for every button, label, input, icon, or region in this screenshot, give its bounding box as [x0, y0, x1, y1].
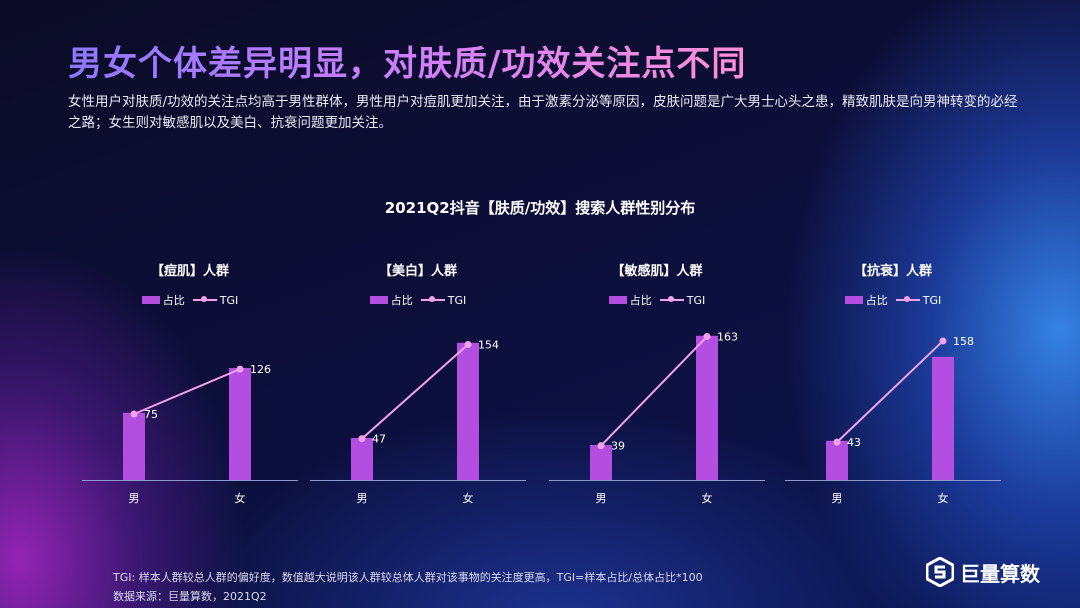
- legend: 占比 TGI: [82, 292, 298, 308]
- bar-female: [696, 335, 718, 480]
- panel-title: 【抗衰】人群: [853, 264, 932, 279]
- legend: 占比 TGI: [549, 292, 765, 308]
- chart-panel-whitening: 【美白】人群 占比 TGI 47 154 男 女: [310, 256, 526, 516]
- tgi-point-female: [236, 365, 244, 373]
- x-tick-label-female: 女: [702, 491, 713, 505]
- legend-line-swatch: [659, 296, 684, 302]
- tgi-line: [361, 343, 469, 440]
- legend-item-bar: 占比: [141, 292, 185, 308]
- logo-text: 巨量算数: [960, 561, 1040, 586]
- tgi-label-male: 47: [372, 433, 386, 446]
- x-tick-label-male: 男: [357, 492, 368, 505]
- legend-item-line: TGI: [192, 294, 238, 307]
- legend-item-line: TGI: [895, 294, 941, 307]
- tgi-note: TGI: 样本人群较总人群的偏好度，数值越大说明该人群较总体人群对该事物的关注度…: [113, 571, 703, 584]
- legend-item-bar: 占比: [844, 292, 888, 308]
- legend: 占比 TGI: [310, 292, 526, 308]
- tgi-point-female: [939, 337, 947, 345]
- legend-line-swatch: [895, 296, 920, 302]
- bar-male: [826, 440, 848, 480]
- legend-bar-swatch: [141, 296, 160, 304]
- x-tick-label-female: 女: [938, 491, 949, 505]
- bar-male: [123, 412, 145, 480]
- tgi-label-female: 158: [953, 335, 974, 348]
- legend-item-line: TGI: [420, 294, 466, 307]
- bar-male: [590, 445, 612, 480]
- panel-title: 【痘肌】人群: [150, 264, 229, 279]
- data-source: 数据来源：巨量算数，2021Q2: [113, 590, 267, 603]
- x-tick-label-male: 男: [596, 492, 607, 505]
- page-title: 男女个体差异明显，对肤质/功效关注点不同: [68, 36, 746, 85]
- bar-female: [229, 368, 251, 480]
- tgi-label-female: 163: [717, 331, 738, 344]
- bar-line-plot: 43 158 男 女: [785, 335, 1001, 505]
- footnote: TGI: 样本人群较总人群的偏好度，数值越大说明该人群较总体人群对该事物的关注度…: [113, 568, 703, 606]
- legend-item-bar: 占比: [369, 292, 413, 308]
- tgi-label-male: 75: [144, 408, 158, 421]
- bar-female: [457, 342, 479, 480]
- hexagon-s-logo-icon: [926, 557, 954, 587]
- tgi-point-female: [703, 333, 711, 341]
- bar-line-plot: 75 126 男 女: [82, 363, 298, 505]
- tgi-point-male: [597, 442, 605, 450]
- chart-panel-acne: 【痘肌】人群 占比 TGI 75 126 男 女: [82, 256, 298, 516]
- tgi-label-female: 154: [478, 338, 499, 351]
- x-tick-label-female: 女: [463, 491, 474, 505]
- page-description: 女性用户对肤质/功效的关注点均高于男性群体，男性用户对痘肌更加关注，由于激素分泌…: [68, 94, 1018, 131]
- chart-panel-sensitive: 【敏感肌】人群 占比 TGI 39 163 男 女: [549, 256, 765, 516]
- legend-item-bar: 占比: [608, 292, 652, 308]
- tgi-point-male: [833, 438, 841, 446]
- tgi-point-male: [130, 410, 138, 418]
- chart-panel-antiaging: 【抗衰】人群 占比 TGI 43 158 男 女: [785, 256, 1001, 516]
- bar-line-plot: 47 154 男 女: [310, 338, 526, 505]
- tgi-label-male: 39: [611, 440, 625, 453]
- tgi-point-female: [464, 340, 472, 348]
- panel-title: 【敏感肌】人群: [611, 264, 703, 279]
- legend-bar-swatch: [844, 296, 863, 304]
- panel-title: 【美白】人群: [378, 264, 457, 279]
- x-tick-label-male: 男: [129, 492, 140, 505]
- tgi-label-female: 126: [250, 363, 271, 376]
- tgi-line: [133, 368, 241, 415]
- tgi-line: [600, 335, 708, 447]
- tgi-line: [836, 340, 944, 443]
- bar-line-plot: 39 163 男 女: [549, 331, 765, 505]
- legend: 占比 TGI: [785, 292, 1001, 308]
- legend-line-swatch: [192, 296, 217, 302]
- brand-logo: 巨量算数: [926, 557, 1040, 587]
- legend-item-line: TGI: [659, 294, 705, 307]
- chart-title: 2021Q2抖音【肤质/功效】搜索人群性别分布: [384, 199, 696, 217]
- legend-bar-swatch: [369, 296, 388, 304]
- bar-male: [351, 438, 373, 480]
- tgi-point-male: [358, 435, 366, 443]
- x-tick-label-male: 男: [832, 492, 843, 505]
- x-tick-label-female: 女: [235, 491, 246, 505]
- legend-bar-swatch: [608, 296, 627, 304]
- bar-female: [932, 356, 954, 480]
- tgi-label-male: 43: [847, 436, 861, 449]
- legend-line-swatch: [420, 296, 445, 302]
